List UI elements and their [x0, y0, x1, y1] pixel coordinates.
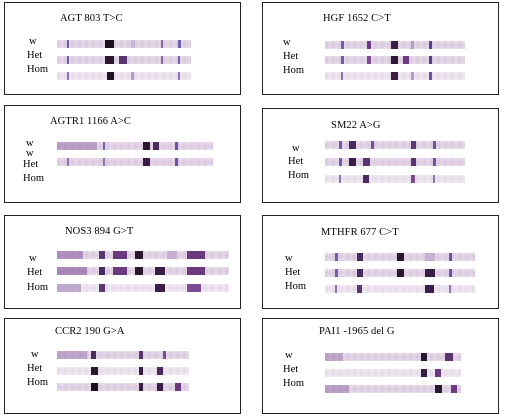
strip-w — [325, 353, 461, 361]
genotype-label-w: w — [283, 37, 291, 48]
strip-het — [325, 369, 461, 377]
genotype-label-het: Het — [23, 159, 39, 170]
genotype-label-het: Het — [27, 50, 43, 61]
strip-hom — [57, 72, 191, 80]
panel-title: HGF 1652 C>T — [323, 13, 391, 24]
genotype-label-hom: Hom — [23, 173, 44, 184]
panel-title: AGTR1 1166 A>C — [50, 116, 132, 127]
genotype-label-het: Het — [283, 51, 299, 62]
genotype-label-w: w — [26, 138, 34, 149]
strip-w — [325, 253, 475, 261]
panel-agtr1: AGTR1 1166 A>C w w Het Hom — [4, 105, 241, 203]
genotype-label-w: w — [29, 253, 37, 264]
strip-het — [57, 267, 229, 275]
panel-title: PAI1 -1965 del G — [319, 326, 395, 337]
panel-title: CCR2 190 G>A — [55, 326, 125, 337]
strip-hom — [57, 383, 189, 391]
genotype-label-hom: Hom — [285, 281, 306, 292]
panel-hgf: HGF 1652 C>T w Het Hom — [262, 2, 499, 95]
genotype-label-hom: Hom — [283, 65, 304, 76]
panel-title: SM22 A>G — [331, 120, 381, 131]
genotype-label-w2: w — [26, 148, 34, 159]
strip-w — [57, 251, 229, 259]
genotype-label-het: Het — [27, 267, 43, 278]
strip-hom — [325, 285, 475, 293]
strip-het — [57, 367, 189, 375]
strip-hom — [325, 175, 465, 183]
panel-title: MTHFR 677 C>T — [321, 227, 399, 238]
strip-w — [325, 41, 465, 49]
genotype-label-hom: Hom — [288, 170, 309, 181]
strip-hom — [325, 72, 465, 80]
strip-hom — [325, 385, 461, 393]
strip-w — [325, 141, 465, 149]
genotype-label-w: w — [285, 253, 293, 264]
panel-title: AGT 803 T>C — [60, 13, 123, 24]
genotype-label-hom: Hom — [283, 378, 304, 389]
genotype-label-w: w — [29, 36, 37, 47]
genotype-label-hom: Hom — [27, 377, 48, 388]
panel-title: NOS3 894 G>T — [65, 226, 134, 237]
genotype-label-hom: Hom — [27, 64, 48, 75]
panel-ccr2: CCR2 190 G>A w Het Hom — [4, 318, 241, 414]
panel-agt: AGT 803 T>C w Het Hom — [4, 2, 241, 95]
panel-sm22: SM22 A>G w Het Hom — [262, 108, 499, 203]
strip-het — [325, 56, 465, 64]
strip-het — [57, 158, 213, 166]
panel-mthfr: MTHFR 677 C>T w Het Hom — [262, 215, 499, 309]
genotype-label-hom: Hom — [27, 282, 48, 293]
strip-hom — [57, 284, 229, 292]
genotype-label-het: Het — [285, 267, 301, 278]
panel-nos3: NOS3 894 G>T w Het Hom — [4, 215, 241, 309]
strip-het — [325, 269, 475, 277]
strip-het — [57, 56, 191, 64]
genotype-label-het: Het — [288, 156, 304, 167]
strip-w — [57, 142, 213, 150]
genotype-label-het: Het — [27, 363, 43, 374]
strip-w — [57, 40, 191, 48]
strip-het — [325, 158, 465, 166]
genotype-label-w: w — [285, 350, 293, 361]
genotype-label-het: Het — [283, 364, 299, 375]
strip-w — [57, 351, 189, 359]
genotype-label-w: w — [292, 143, 300, 154]
genotype-label-w: w — [31, 349, 39, 360]
panel-pai1: PAI1 -1965 del G w Het Hom — [262, 318, 499, 414]
